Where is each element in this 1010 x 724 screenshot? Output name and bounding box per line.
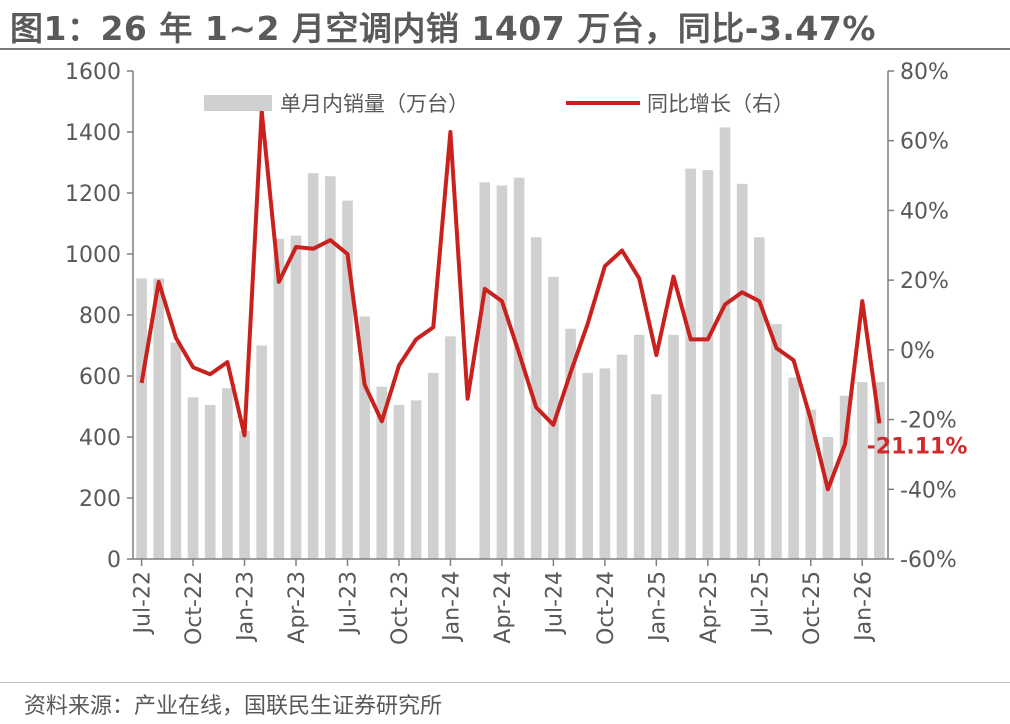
- bar: [633, 334, 645, 559]
- legend-bar-swatch: [204, 95, 272, 111]
- bar: [342, 200, 353, 559]
- bar: [788, 377, 799, 559]
- bar: [427, 372, 439, 559]
- bar: [685, 168, 696, 559]
- bar: [170, 342, 182, 559]
- right-axis-tick-label: -40%: [900, 478, 957, 503]
- bar: [496, 185, 508, 559]
- bar: [290, 235, 302, 559]
- bar: [565, 328, 576, 559]
- legend-line-label: 同比增长（右）: [647, 92, 794, 116]
- bar: [839, 395, 851, 559]
- x-axis-tick-label: Jan-23: [234, 571, 259, 643]
- bar: [651, 394, 662, 559]
- bar: [736, 183, 748, 559]
- chart-title: 图1：26 年 1~2 月空调内销 1407 万台，同比-3.47%: [10, 9, 876, 48]
- left-axis-tick-label: 800: [79, 304, 121, 329]
- right-axis-tick-label: 60%: [900, 130, 949, 155]
- bar: [307, 173, 319, 560]
- bar: [479, 182, 491, 559]
- bar: [204, 404, 216, 559]
- left-axis-tick-label: 400: [79, 426, 121, 451]
- bar: [359, 316, 370, 559]
- bar: [805, 409, 817, 559]
- bar: [753, 237, 765, 559]
- x-axis-tick-label: Jul-24: [542, 571, 567, 635]
- left-axis-tick-label: 1200: [65, 182, 121, 207]
- chart-canvas: 0 200 400 600 800 1000 1200 1400 1600 -60% -40% -20…: [65, 60, 968, 645]
- bar: [410, 400, 422, 559]
- x-axis-tick-label: Jul-25: [748, 571, 773, 635]
- x-axis-tick-label: Oct-22: [182, 571, 207, 645]
- left-axis-tick-label: 1600: [65, 60, 121, 85]
- bar: [239, 430, 250, 559]
- bar: [256, 345, 268, 559]
- bar: [822, 437, 834, 559]
- bar: [874, 382, 885, 559]
- right-axis-tick-label: -60%: [900, 548, 957, 573]
- bar: [393, 404, 405, 559]
- title-divider: [0, 48, 1010, 50]
- x-axis-tick-label: Jul-23: [336, 571, 361, 635]
- right-axis-tick-label: 80%: [900, 60, 949, 85]
- line-series: [139, 109, 882, 492]
- right-axis-tick-label: -20%: [900, 409, 957, 434]
- bar: [273, 238, 285, 559]
- chart-axes: 0 200 400 600 800 1000 1200 1400 1600 -60% -40% -20…: [65, 60, 957, 645]
- right-axis-tick-label: 40%: [900, 199, 949, 224]
- legend-bar-label: 单月内销量（万台）: [280, 92, 469, 116]
- x-axis-tick-label: Jan-24: [439, 571, 464, 643]
- source-note: 资料来源：产业在线，国联民生证券研究所: [24, 694, 443, 719]
- bar: [616, 354, 628, 559]
- bar: [582, 372, 594, 559]
- x-axis-tick-label: Apr-23: [285, 571, 310, 644]
- left-axis-tick-label: 1000: [65, 243, 121, 268]
- bar: [376, 386, 388, 559]
- left-axis-tick-label: 600: [79, 365, 121, 390]
- x-axis-tick-label: Apr-24: [491, 571, 516, 644]
- x-axis-tick-label: Jan-26: [851, 571, 876, 643]
- left-axis-tick-label: 1400: [65, 121, 121, 146]
- bar: [513, 177, 525, 559]
- bar: [771, 324, 782, 559]
- bar: [599, 368, 611, 559]
- left-axis-tick-label: 200: [79, 487, 121, 512]
- right-axis-tick-label: 0%: [900, 339, 935, 364]
- bar: [222, 388, 233, 559]
- x-axis-tick-label: Oct-23: [388, 571, 413, 645]
- x-axis-tick-label: Apr-25: [697, 571, 722, 644]
- bar-series: [136, 127, 885, 560]
- bar: [702, 170, 714, 559]
- x-axis-tick-label: Jan-25: [645, 571, 670, 643]
- bar: [136, 278, 147, 559]
- bar: [856, 382, 868, 559]
- bar: [187, 397, 199, 559]
- left-axis-tick-label: 0: [107, 548, 121, 573]
- bar: [548, 276, 559, 559]
- x-axis-tick-label: Oct-24: [594, 571, 619, 645]
- bar: [153, 278, 165, 559]
- bar: [445, 336, 456, 559]
- right-axis-tick-label: 20%: [900, 269, 949, 294]
- bar: [530, 237, 542, 559]
- source-divider: [0, 682, 1010, 683]
- last-value-annotation: -21.11%: [867, 434, 968, 459]
- bar: [325, 176, 336, 559]
- x-axis-tick-label: Oct-25: [800, 571, 825, 645]
- legend: 单月内销量（万台） 同比增长（右）: [204, 92, 794, 116]
- bar: [668, 334, 679, 559]
- x-axis-tick-label: Jul-22: [131, 571, 156, 635]
- bar: [719, 127, 731, 560]
- yoy-growth-line: [139, 109, 882, 492]
